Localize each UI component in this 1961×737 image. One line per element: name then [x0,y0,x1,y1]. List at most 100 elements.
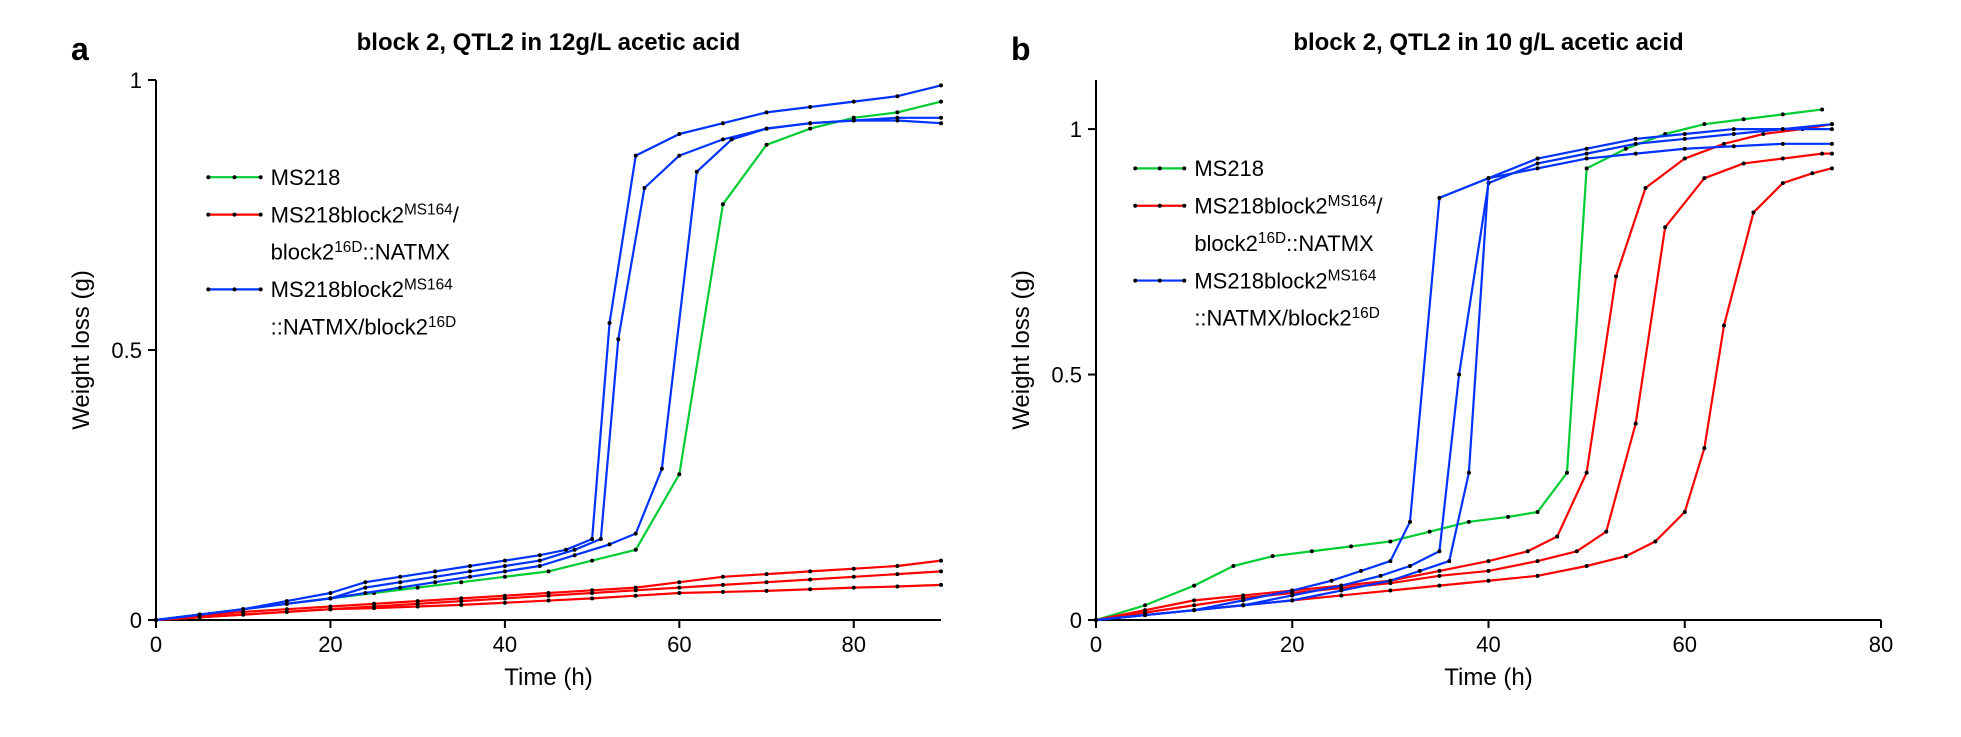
series-marker [363,580,367,584]
series-marker [537,564,541,568]
series-marker [895,110,899,114]
series-marker [720,575,724,579]
panel-label: b [1011,31,1031,67]
series-marker [1584,152,1588,156]
legend-marker [1157,204,1161,208]
series-marker [808,587,812,591]
series-marker [677,591,681,595]
y-tick-label: 0 [1069,608,1081,633]
series-marker [468,575,472,579]
series-marker [851,586,855,590]
series-marker [1270,554,1274,558]
legend-label: MS218block2MS164/ [270,202,459,228]
y-axis-label: Weight loss (g) [68,270,95,430]
series-marker [851,567,855,571]
series-marker [1231,564,1235,568]
series-marker [1643,186,1647,190]
series-marker [633,594,637,598]
series-marker [677,586,681,590]
legend-marker [1133,166,1137,170]
series-marker [1506,515,1510,519]
series-marker [1633,142,1637,146]
series-marker [607,321,611,325]
legend-marker [1182,166,1186,170]
series-line [156,121,941,621]
series-marker [808,105,812,109]
legend-marker [206,287,210,291]
series-marker [502,569,506,573]
series-marker [1820,107,1824,111]
series-marker [1829,142,1833,146]
series-marker [1525,549,1529,553]
series-marker [1466,520,1470,524]
series-marker [1486,579,1490,583]
series-marker [1349,544,1353,548]
series-marker [808,569,812,573]
series-marker [1192,608,1196,612]
series-marker [563,548,567,552]
series-marker [459,596,463,600]
x-tick-label: 0 [149,632,161,657]
series-marker [1780,112,1784,116]
series-line [1096,109,1822,620]
series-marker [1437,196,1441,200]
series-marker [1309,549,1313,553]
y-tick-label: 0.5 [111,338,142,363]
series-marker [1741,161,1745,165]
legend-marker [1182,204,1186,208]
series-marker [851,575,855,579]
series-marker [1466,471,1470,475]
series-marker [1437,584,1441,588]
series-marker [572,548,576,552]
legend-marker [1133,279,1137,283]
series-marker [1623,554,1627,558]
x-tick-label: 60 [667,632,691,657]
series-marker [1408,564,1412,568]
series-marker [677,132,681,136]
series-marker [1535,166,1539,170]
series-marker [1653,539,1657,543]
y-tick-label: 1 [129,68,141,93]
x-tick-label: 60 [1672,632,1696,657]
series-marker [468,564,472,568]
y-tick-label: 1 [1069,117,1081,142]
series-marker [1457,373,1461,377]
series-marker [590,559,594,563]
series-marker [1633,152,1637,156]
series-marker [590,588,594,592]
series-marker [1722,323,1726,327]
series-marker [1604,530,1608,534]
series-marker [328,605,332,609]
panel_b-svg: bblock 2, QTL2 in 10 g/L acetic acid0204… [1001,20,1901,700]
series-marker [1780,157,1784,161]
series-marker [1633,137,1637,141]
series-marker [1417,569,1421,573]
series-marker [1780,127,1784,131]
series-marker [1623,147,1627,151]
series-marker [1486,176,1490,180]
series-marker [1663,225,1667,229]
legend-label: ::NATMX/block216D [1194,305,1380,331]
series-line [1096,154,1832,620]
series-marker [502,594,506,598]
series-marker [372,602,376,606]
x-tick-label: 20 [1280,632,1304,657]
series-marker [1535,161,1539,165]
series-marker [1780,142,1784,146]
series-marker [1584,166,1588,170]
series-marker [363,591,367,595]
series-marker [1447,559,1451,563]
series-marker [502,559,506,563]
series-marker [1339,593,1343,597]
series-marker [590,537,594,541]
series-marker [1702,176,1706,180]
figure-wrap: ablock 2, QTL2 in 12g/L acetic acid02040… [20,20,1941,700]
x-axis-label: Time (h) [504,664,592,691]
series-marker [607,542,611,546]
legend-label: ::NATMX/block216D [270,314,456,340]
series-marker [1829,152,1833,156]
series-marker [1682,147,1686,151]
series-marker [939,83,943,87]
x-tick-label: 0 [1089,632,1101,657]
series-marker [1741,117,1745,121]
